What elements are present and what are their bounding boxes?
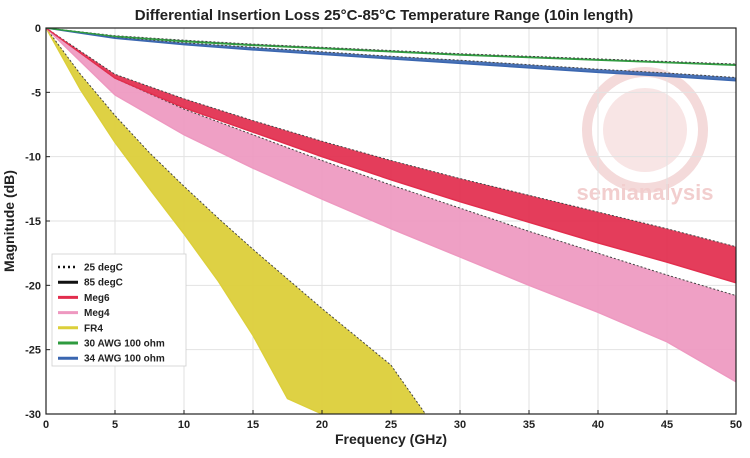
x-tick-label: 30 bbox=[454, 419, 466, 431]
series-30-awg-100-ohm bbox=[46, 28, 736, 66]
legend-item-85-degc: 85 degC bbox=[58, 278, 123, 289]
legend-item-fr4: FR4 bbox=[58, 323, 103, 334]
series-fr4 bbox=[46, 28, 426, 414]
x-tick-label: 40 bbox=[592, 419, 604, 431]
legend-label: Meg6 bbox=[84, 293, 110, 304]
legend-item-meg4: Meg4 bbox=[58, 308, 110, 319]
band-meg6 bbox=[46, 28, 736, 283]
x-tick-label: 50 bbox=[730, 419, 742, 431]
semianalysis-logo-core bbox=[603, 88, 687, 172]
line-25degc-meg6 bbox=[46, 28, 736, 248]
line-85degc-meg6 bbox=[46, 28, 736, 284]
line-25degc-34-awg-100-ohm bbox=[46, 28, 736, 78]
legend-label: 25 degC bbox=[84, 263, 123, 274]
legend-label: Meg4 bbox=[84, 308, 110, 319]
y-axis-label: Magnitude (dB) bbox=[1, 170, 17, 272]
x-tick-label: 45 bbox=[661, 419, 673, 431]
legend-label: 30 AWG 100 ohm bbox=[84, 339, 165, 350]
watermark-text: semianalysis bbox=[577, 180, 714, 205]
x-axis-ticks: 0 5 10 15 20 25 30 35 40 45 50 bbox=[43, 410, 742, 431]
x-tick-label: 10 bbox=[178, 419, 190, 431]
line-25degc-meg4 bbox=[46, 28, 736, 297]
y-tick-label: -10 bbox=[25, 152, 41, 164]
y-tick-label: 0 bbox=[35, 23, 41, 35]
legend-label: FR4 bbox=[84, 323, 103, 334]
series-34-awg-100-ohm bbox=[46, 28, 736, 82]
y-tick-label: -15 bbox=[25, 216, 41, 228]
chart-title: Differential Insertion Loss 25°C-85°C Te… bbox=[135, 7, 634, 24]
legend-item-30-awg-100-ohm: 30 AWG 100 ohm bbox=[58, 339, 165, 350]
x-tick-label: 20 bbox=[316, 419, 328, 431]
watermark: semianalysis bbox=[577, 67, 714, 205]
line-25degc-fr4 bbox=[46, 28, 426, 414]
line-85degc-meg4 bbox=[46, 28, 736, 383]
x-tick-label: 0 bbox=[43, 419, 49, 431]
legend-item-meg6: Meg6 bbox=[58, 293, 110, 304]
band-meg4 bbox=[46, 28, 736, 382]
x-tick-label: 15 bbox=[247, 419, 259, 431]
legend-box bbox=[51, 253, 187, 367]
legend-label: 34 AWG 100 ohm bbox=[84, 354, 165, 365]
band-fr4 bbox=[46, 28, 426, 414]
series-meg4 bbox=[46, 28, 736, 383]
x-axis-label: Frequency (GHz) bbox=[335, 431, 447, 447]
legend: 25 degC 85 degC Meg6 Meg4 FR4 30 AWG 100 ohm 3… bbox=[51, 253, 187, 367]
x-tick-label: 25 bbox=[385, 419, 397, 431]
legend-item-34-awg-100-ohm: 34 AWG 100 ohm bbox=[58, 354, 165, 365]
y-axis-ticks: 0 -5 -10 -15 -20 -25 -30 bbox=[25, 23, 50, 421]
legend-label: 85 degC bbox=[84, 278, 123, 289]
band-30-awg-100-ohm bbox=[46, 28, 736, 66]
x-tick-label: 35 bbox=[523, 419, 535, 431]
line-25degc-30-awg-100-ohm bbox=[46, 28, 736, 65]
line-85degc-fr4 bbox=[46, 28, 323, 414]
y-tick-label: -20 bbox=[25, 280, 41, 292]
series-meg6 bbox=[46, 28, 736, 284]
y-tick-label: -5 bbox=[31, 87, 41, 99]
y-tick-label: -30 bbox=[25, 409, 41, 421]
legend-item-25-degc: 25 degC bbox=[58, 263, 123, 274]
plot-series bbox=[46, 28, 736, 414]
x-tick-label: 5 bbox=[112, 419, 118, 431]
y-tick-label: -25 bbox=[25, 345, 41, 357]
band-34-awg-100-ohm bbox=[46, 28, 736, 81]
line-85degc-30-awg-100-ohm bbox=[46, 28, 736, 66]
line-85degc-34-awg-100-ohm bbox=[46, 28, 736, 82]
